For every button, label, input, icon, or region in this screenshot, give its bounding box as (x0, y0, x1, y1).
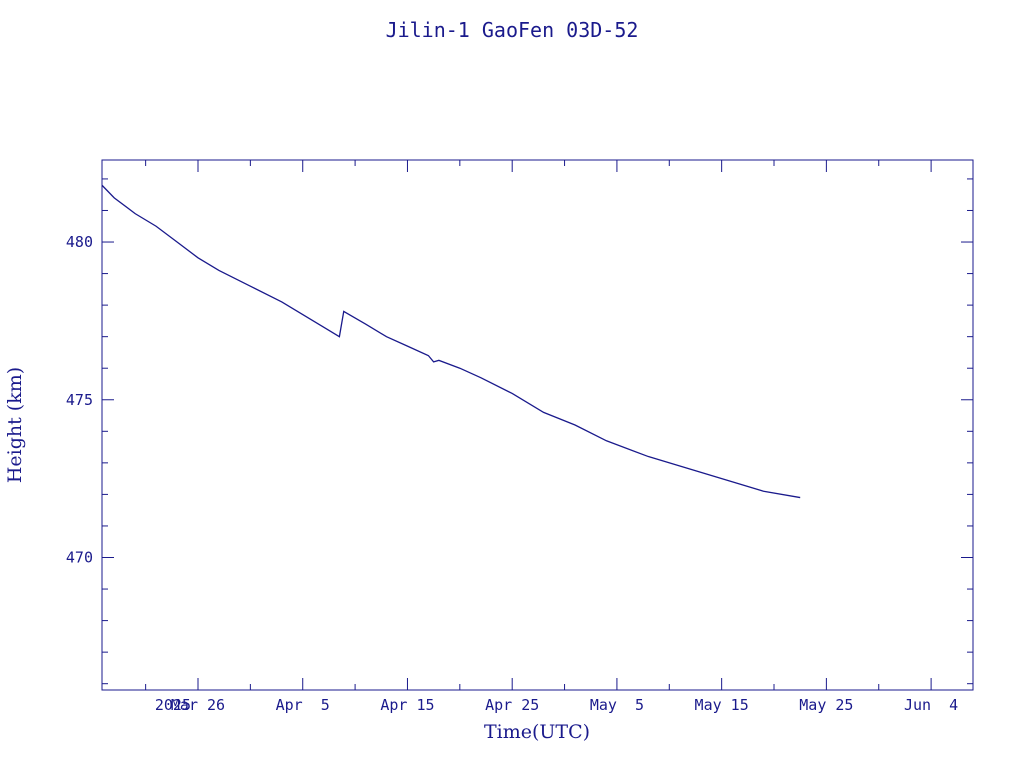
height-series-line (101, 184, 801, 499)
x-axis-label: Time(UTC) (484, 721, 590, 743)
y-tick-label: 475 (66, 391, 93, 409)
x-tick-label: May 15 (695, 696, 749, 714)
x-tick-label: Jun 4 (904, 696, 958, 714)
x-tick-label: Apr 15 (380, 696, 434, 714)
x-tick-label: Mar 26 (171, 696, 225, 714)
y-axis-label: Height (km) (4, 367, 26, 483)
chart-title: Jilin-1 GaoFen 03D-52 (386, 18, 639, 42)
x-tick-label: Apr 5 (276, 696, 330, 714)
plot-frame (101, 159, 974, 691)
y-tick-label: 480 (66, 233, 93, 251)
y-tick-label: 470 (66, 549, 93, 567)
x-tick-label: May 5 (590, 696, 644, 714)
x-tick-label: May 25 (799, 696, 853, 714)
x-tick-label: Apr 25 (485, 696, 539, 714)
axis-ticks (102, 160, 973, 690)
series-layer (101, 184, 801, 499)
x-tick-label: 2025 (155, 696, 191, 714)
